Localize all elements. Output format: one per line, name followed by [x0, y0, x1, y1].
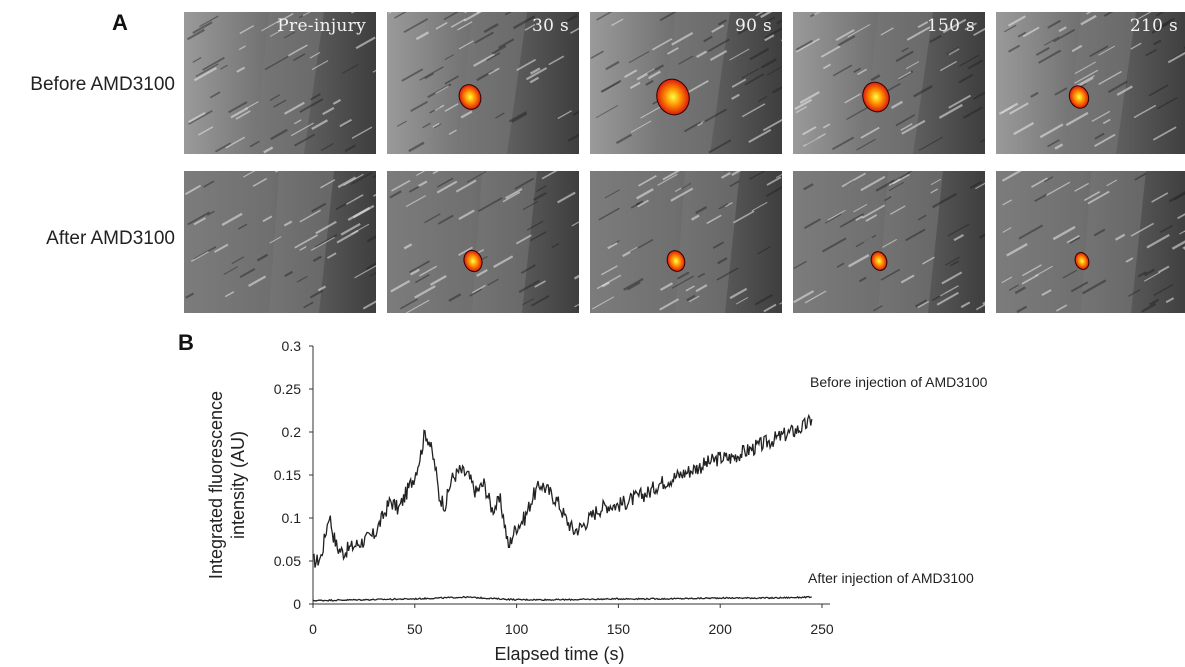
micrograph-frame: 90 s: [590, 12, 782, 154]
micrograph-frame: [387, 171, 579, 313]
panel-b-letter: B: [178, 330, 194, 355]
row-label-after: After AMD3100: [46, 228, 175, 249]
y-tick-label: 0.1: [282, 510, 302, 526]
y-tick-label: 0.3: [282, 338, 302, 354]
x-tick-label: 100: [505, 621, 529, 637]
thrombus-overlay: [458, 84, 482, 110]
y-axis-label-line1: Integrated fluorescence: [206, 391, 226, 579]
timepoint-label: Pre-injury: [277, 16, 366, 36]
timepoint-label: 150 s: [926, 16, 975, 36]
thrombus-overlay: [1074, 252, 1090, 270]
thrombus-overlay: [666, 250, 686, 272]
y-tick-label: 0.2: [282, 424, 302, 440]
micrograph-frame: [590, 171, 782, 313]
micrograph-frame: [184, 171, 376, 313]
thrombus-overlay: [656, 78, 690, 116]
series-line-0: [312, 413, 813, 568]
thrombus-overlay: [862, 81, 890, 113]
y-tick-label: 0.25: [274, 381, 301, 397]
x-axis-label: Elapsed time (s): [494, 644, 624, 664]
thrombus-overlay: [463, 249, 483, 273]
micrograph-frame: 210 s: [996, 12, 1185, 154]
y-tick-label: 0.05: [274, 553, 301, 569]
timepoint-label: 210 s: [1129, 16, 1178, 36]
x-tick-label: 50: [407, 621, 423, 637]
series-label-before: Before injection of AMD3100: [810, 374, 988, 390]
y-tick-label: 0: [293, 596, 301, 612]
micrograph-frame: 150 s: [793, 12, 985, 154]
thrombus-overlay: [870, 251, 888, 271]
x-tick-label: 150: [607, 621, 631, 637]
series-line-1: [312, 595, 812, 602]
series-label-after: After injection of AMD3100: [808, 570, 974, 586]
y-axis-label-line2: intensity (AU): [228, 431, 248, 539]
row-label-before: Before AMD3100: [30, 74, 175, 95]
x-tick-label: 200: [709, 621, 733, 637]
timepoint-label: 90 s: [735, 16, 772, 36]
thrombus-overlay: [1068, 85, 1090, 109]
micrograph-frame: [996, 171, 1185, 313]
timepoint-label: 30 s: [532, 16, 569, 36]
micrograph-frame: [793, 171, 985, 313]
micrograph-frame: Pre-injury: [184, 12, 376, 154]
x-tick-label: 250: [810, 621, 834, 637]
micrograph-frame: 30 s: [387, 12, 579, 154]
x-tick-label: 0: [309, 621, 317, 637]
y-tick-label: 0.15: [274, 467, 301, 483]
panel-a-letter: A: [112, 10, 128, 35]
